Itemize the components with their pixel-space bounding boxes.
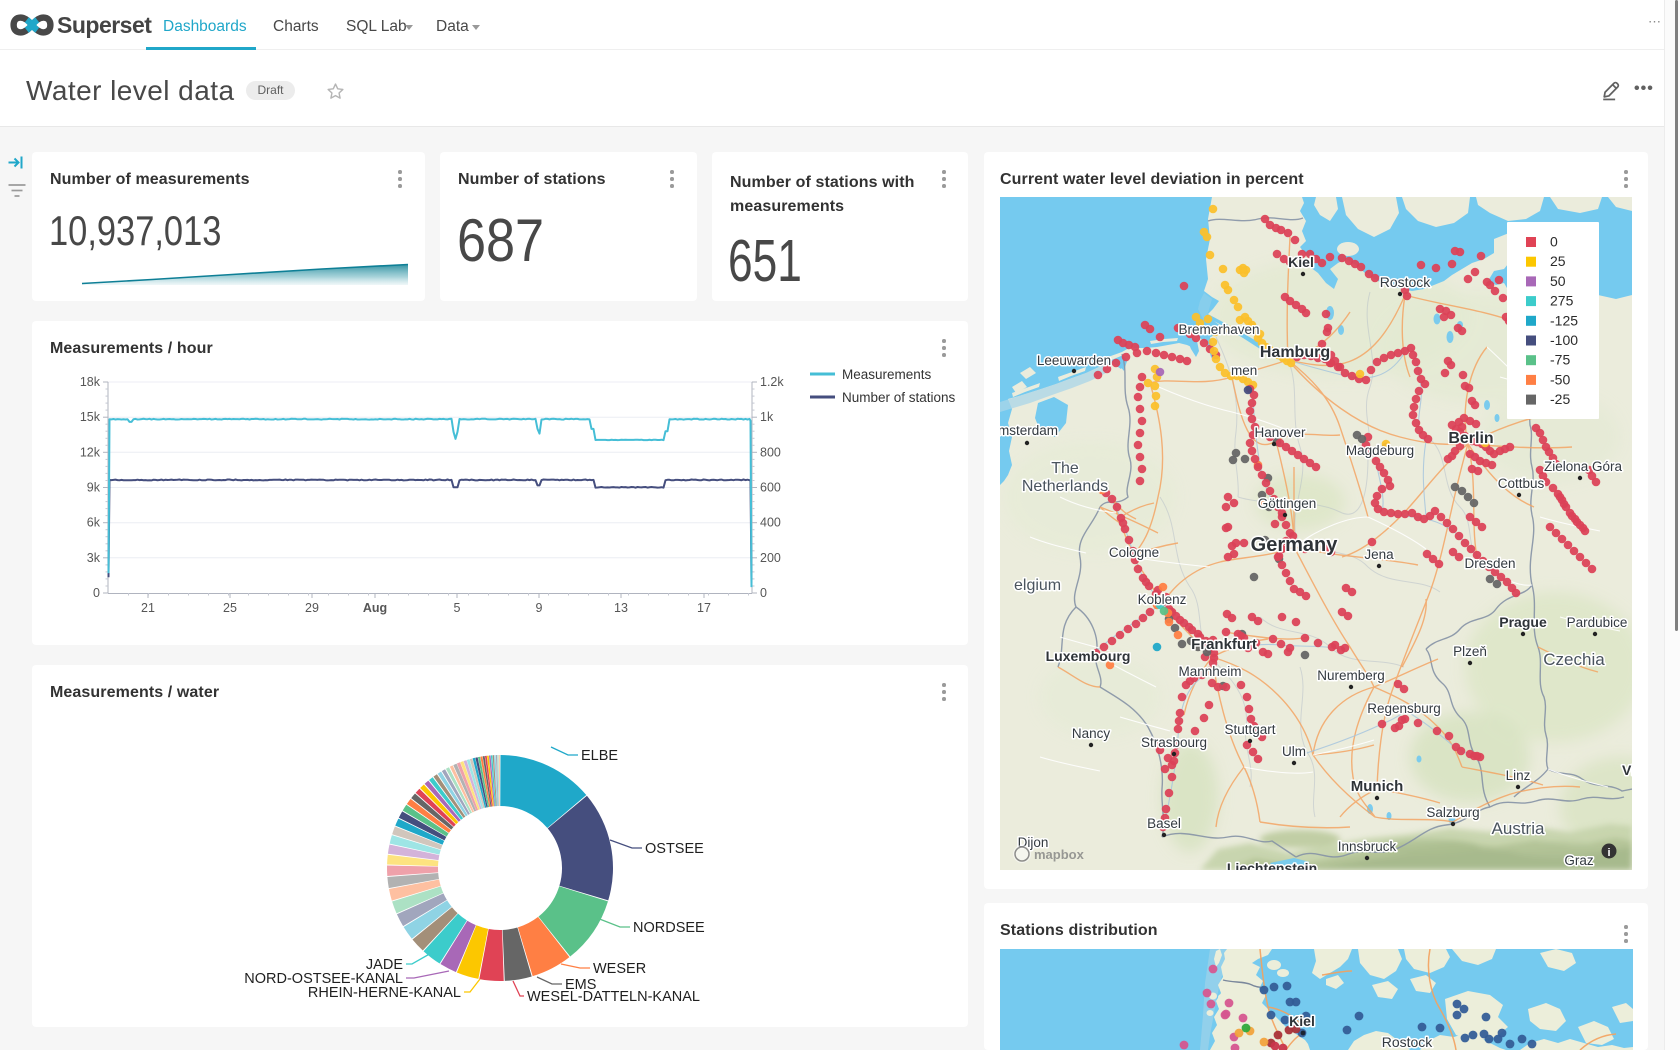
svg-text:-125: -125	[1550, 312, 1578, 328]
svg-text:Berlin: Berlin	[1448, 430, 1493, 447]
svg-text:Göttingen: Göttingen	[1258, 496, 1317, 511]
svg-text:NORD-OSTSEE-KANAL: NORD-OSTSEE-KANAL	[244, 971, 403, 987]
svg-text:1.2k: 1.2k	[760, 375, 784, 389]
svg-text:Salzburg: Salzburg	[1426, 805, 1479, 820]
svg-text:Germany: Germany	[1251, 534, 1339, 556]
svg-text:Kiel: Kiel	[1289, 1013, 1315, 1029]
svg-text:0: 0	[760, 586, 767, 600]
svg-text:1k: 1k	[760, 410, 774, 424]
svg-text:Mannheim: Mannheim	[1178, 664, 1241, 679]
svg-text:275: 275	[1550, 293, 1574, 309]
svg-text:Hanover: Hanover	[1254, 425, 1306, 440]
svg-text:Strasbourg: Strasbourg	[1141, 735, 1207, 750]
svg-text:9k: 9k	[87, 481, 101, 495]
svg-text:Basel: Basel	[1147, 816, 1181, 831]
svg-text:Stuttgart: Stuttgart	[1224, 722, 1275, 737]
svg-text:Innsbruck: Innsbruck	[1338, 839, 1397, 854]
svg-text:NORDSEE: NORDSEE	[633, 920, 705, 936]
svg-text:Prague: Prague	[1499, 614, 1547, 630]
svg-text:Hamburg: Hamburg	[1260, 344, 1330, 361]
svg-text:17: 17	[697, 601, 711, 615]
svg-text:Bremerhaven: Bremerhaven	[1178, 322, 1259, 337]
svg-text:400: 400	[760, 516, 781, 530]
svg-text:mapbox: mapbox	[1034, 847, 1085, 862]
svg-text:i: i	[1607, 847, 1610, 859]
svg-text:Regensburg: Regensburg	[1367, 701, 1441, 716]
svg-text:WESER: WESER	[593, 961, 646, 977]
svg-text:3k: 3k	[87, 551, 101, 565]
svg-text:Number of stations: Number of stations	[842, 390, 956, 405]
svg-text:Dresden: Dresden	[1464, 556, 1515, 571]
svg-text:Rostock: Rostock	[1380, 274, 1432, 290]
svg-text:Plzeň: Plzeň	[1453, 644, 1487, 659]
svg-text:Zielona Góra: Zielona Góra	[1544, 459, 1623, 474]
svg-text:50: 50	[1550, 273, 1566, 289]
svg-text:Jena: Jena	[1364, 547, 1394, 562]
svg-text:men: men	[1231, 363, 1257, 378]
svg-text:9: 9	[536, 601, 543, 615]
svg-text:13: 13	[614, 601, 628, 615]
svg-text:ELBE: ELBE	[581, 748, 618, 764]
svg-text:Koblenz: Koblenz	[1138, 592, 1187, 607]
svg-text:6k: 6k	[87, 516, 101, 530]
svg-text:12k: 12k	[80, 445, 101, 459]
svg-text:29: 29	[305, 601, 319, 615]
svg-text:EMS: EMS	[565, 977, 596, 993]
svg-text:Kiel: Kiel	[1288, 254, 1314, 270]
svg-text:Nuremberg: Nuremberg	[1317, 668, 1385, 683]
svg-text:Leeuwarden: Leeuwarden	[1037, 353, 1111, 368]
svg-text:Austria: Austria	[1492, 819, 1545, 838]
svg-text:5: 5	[454, 601, 461, 615]
svg-text:elgium: elgium	[1014, 577, 1061, 594]
svg-text:600: 600	[760, 481, 781, 495]
svg-text:The: The	[1051, 460, 1079, 477]
svg-text:Vien: Vien	[1622, 762, 1632, 778]
svg-text:Liechtenstein: Liechtenstein	[1227, 860, 1317, 870]
svg-text:msterdam: msterdam	[1000, 423, 1058, 438]
svg-text:Aug: Aug	[363, 601, 387, 615]
svg-text:-50: -50	[1550, 371, 1570, 387]
svg-text:Magdeburg: Magdeburg	[1346, 443, 1414, 458]
svg-text:Czechia: Czechia	[1543, 650, 1605, 669]
svg-text:Pardubice: Pardubice	[1567, 615, 1628, 630]
svg-text:-100: -100	[1550, 332, 1578, 348]
svg-text:Frankfurt: Frankfurt	[1191, 636, 1257, 653]
svg-text:-25: -25	[1550, 391, 1570, 407]
svg-text:200: 200	[760, 551, 781, 565]
svg-text:25: 25	[1550, 253, 1566, 269]
svg-text:18k: 18k	[80, 375, 101, 389]
svg-text:0: 0	[93, 586, 100, 600]
svg-text:Nancy: Nancy	[1072, 726, 1111, 741]
svg-text:800: 800	[760, 445, 781, 459]
svg-text:Measurements: Measurements	[842, 367, 932, 382]
svg-text:Linz: Linz	[1506, 768, 1531, 783]
svg-text:Cottbus: Cottbus	[1498, 476, 1545, 491]
svg-text:RHEIN-HERNE-KANAL: RHEIN-HERNE-KANAL	[308, 985, 461, 1001]
svg-text:21: 21	[141, 601, 155, 615]
svg-text:Netherlands: Netherlands	[1022, 478, 1108, 495]
svg-text:Luxembourg: Luxembourg	[1046, 648, 1131, 664]
svg-text:-75: -75	[1550, 352, 1570, 368]
svg-text:Ulm: Ulm	[1282, 744, 1306, 759]
svg-text:Munich: Munich	[1351, 778, 1404, 795]
svg-text:0: 0	[1550, 234, 1558, 250]
svg-text:Cologne: Cologne	[1109, 545, 1159, 560]
svg-text:Graz: Graz	[1564, 853, 1594, 868]
svg-text:Rostock: Rostock	[1382, 1034, 1434, 1050]
svg-text:JADE: JADE	[366, 957, 403, 973]
svg-text:25: 25	[223, 601, 237, 615]
svg-text:15k: 15k	[80, 410, 101, 424]
svg-text:WESEL-DATTELN-KANAL: WESEL-DATTELN-KANAL	[527, 989, 700, 1005]
svg-text:OSTSEE: OSTSEE	[645, 841, 704, 857]
